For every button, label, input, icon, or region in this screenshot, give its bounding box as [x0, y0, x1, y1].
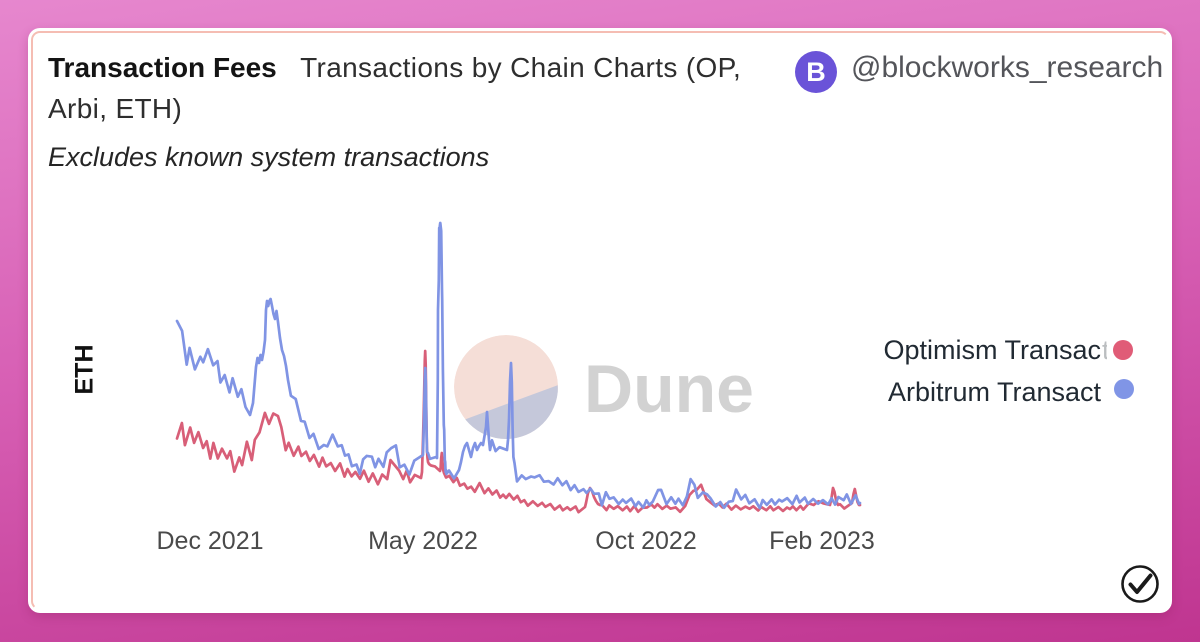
svg-text:Dune: Dune	[584, 351, 754, 427]
